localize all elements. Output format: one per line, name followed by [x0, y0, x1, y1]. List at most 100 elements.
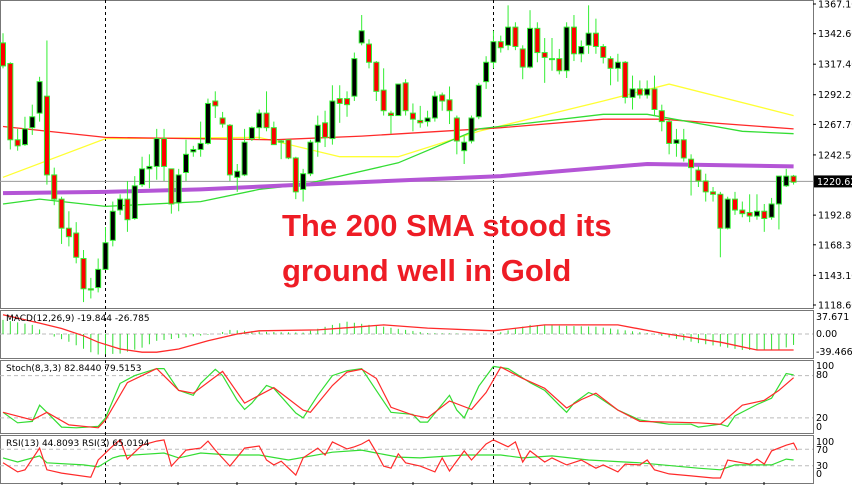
candle-bullish	[248, 127, 255, 140]
candle-bearish	[7, 62, 14, 141]
candle-bearish	[285, 139, 292, 159]
candle-bullish	[36, 81, 43, 114]
price-tick-label: 1292.20	[818, 90, 852, 101]
candle-bullish	[307, 141, 314, 175]
candle-bearish	[14, 139, 21, 147]
candle-bearish	[161, 138, 168, 167]
candle-bullish	[329, 100, 336, 140]
current-price-label: 1220.62	[817, 177, 852, 188]
macd-label: MACD(12,26,9) -19.844 -26.785	[6, 314, 150, 324]
candle-bearish	[168, 168, 175, 205]
candle-bullish	[131, 185, 138, 220]
candle-bullish	[29, 116, 36, 129]
candle-bullish	[234, 170, 241, 178]
current-price-box	[814, 175, 852, 188]
candle-bearish	[607, 58, 614, 69]
price-tick-label: 1342.60	[818, 29, 852, 40]
candle-bearish	[666, 121, 673, 144]
candle-bullish	[139, 168, 146, 186]
price-tick-label: 1118.60	[818, 300, 852, 311]
candle-bearish	[336, 98, 343, 104]
candle-bullish	[563, 26, 570, 72]
candle-bullish	[585, 32, 592, 46]
stoch-label: Stoch(8,3,3) 82.8440 79.5153	[6, 364, 141, 374]
candle-bearish	[73, 232, 80, 258]
candle-bullish	[117, 198, 124, 211]
candle-bullish	[102, 242, 109, 270]
candle-bearish	[124, 198, 131, 221]
candle-bearish	[87, 288, 94, 291]
candle-bullish	[153, 138, 160, 167]
candle-bullish	[175, 174, 182, 204]
candle-bearish	[746, 211, 753, 217]
candle-bearish	[519, 48, 526, 68]
candle-bullish	[256, 112, 263, 129]
candle-bearish	[512, 26, 519, 48]
candle-bearish	[761, 210, 768, 220]
candle-bearish	[710, 191, 717, 195]
rsi-line	[2, 449, 794, 471]
rsi-panel-frame	[0, 435, 814, 484]
candle-bullish	[490, 41, 497, 63]
macd-axis-min: -39.466	[816, 347, 852, 358]
stoch-axis-0: 0	[816, 422, 822, 433]
price-tick-label: 1143.10	[818, 271, 852, 282]
candle-bullish	[351, 58, 358, 97]
candle-bearish	[592, 32, 599, 48]
candle-bullish	[300, 173, 307, 190]
annotation-line-1: The 200 SMA stood its	[282, 208, 612, 243]
candle-bearish	[51, 174, 58, 200]
candle-bearish	[212, 100, 219, 107]
candle-bearish	[439, 94, 446, 102]
candle-bearish	[58, 198, 65, 229]
candle-bearish	[541, 52, 548, 58]
candle-bearish	[292, 157, 299, 193]
candle-bullish	[241, 141, 248, 176]
candle-bullish	[431, 95, 438, 119]
candle-bearish	[219, 117, 226, 125]
rsi-axis-100: 100	[816, 437, 834, 448]
candle-bearish	[263, 112, 270, 129]
candle-bearish	[556, 58, 563, 72]
candle-bullish	[644, 88, 651, 96]
candle-bearish	[453, 117, 460, 142]
candle-bearish	[278, 140, 285, 143]
candle-bearish	[717, 193, 724, 229]
candle-bullish	[753, 210, 760, 217]
candle-bearish	[43, 95, 50, 176]
candle-bullish	[190, 148, 197, 153]
stoch-panel-frame	[0, 360, 814, 434]
price-tick-label: 1192.80	[818, 211, 852, 222]
candle-bearish	[739, 209, 746, 215]
price-tick-label: 1367.10	[818, 0, 852, 11]
candle-bullish	[724, 198, 731, 229]
rsi-line	[2, 438, 798, 479]
candle-bearish	[688, 158, 695, 169]
candle-bullish	[146, 165, 153, 170]
candle-bearish	[732, 198, 738, 211]
annotation-line-2: ground well in Gold	[282, 253, 572, 288]
candle-bearish	[0, 42, 6, 67]
candle-bearish	[651, 88, 658, 110]
candle-bullish	[483, 61, 490, 83]
candle-bearish	[446, 99, 453, 112]
candle-bullish	[768, 203, 775, 218]
candle-bullish	[475, 84, 482, 118]
stoch-line	[2, 366, 794, 429]
candle-bearish	[380, 89, 387, 112]
candle-bearish	[570, 26, 577, 55]
candle-bearish	[226, 124, 233, 176]
candle-bearish	[409, 112, 416, 120]
candle-bullish	[395, 83, 402, 117]
candle-bearish	[402, 82, 409, 112]
candle-bullish	[21, 128, 28, 146]
candle-bullish	[314, 124, 321, 143]
price-tick-label: 1168.30	[818, 240, 852, 251]
candle-bearish	[65, 227, 72, 238]
candle-bearish	[417, 119, 424, 124]
candle-bullish	[424, 117, 431, 123]
moving-average-line	[2, 161, 794, 196]
candle-bullish	[578, 46, 585, 55]
candle-bullish	[527, 27, 534, 68]
